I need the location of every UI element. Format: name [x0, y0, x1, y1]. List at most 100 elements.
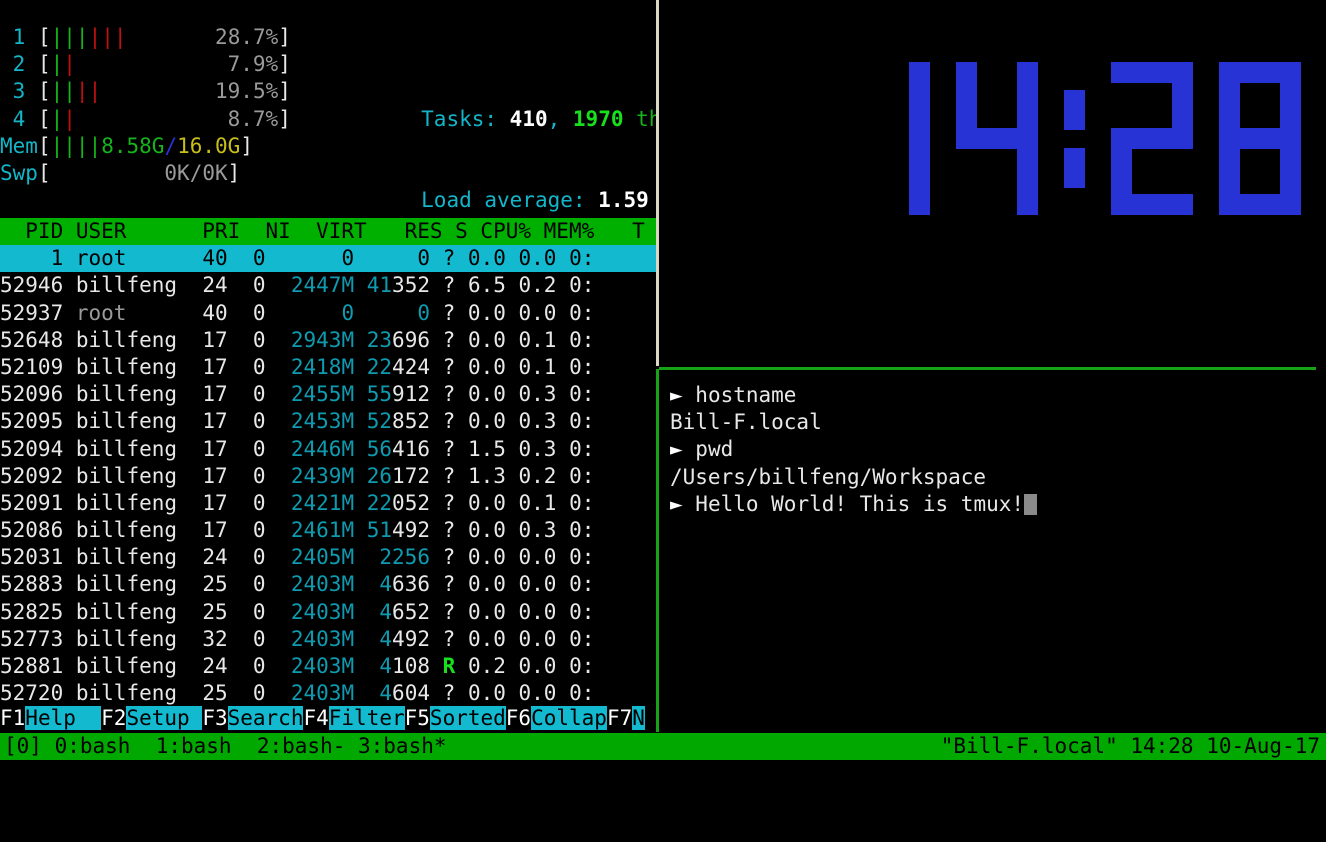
clock-colon-dot [1064, 90, 1085, 130]
clock-digit [848, 62, 930, 215]
table-row[interactable]: 52031 billfeng 24 0 2405M 2256 ? 0.0 0.0… [0, 544, 656, 572]
table-row[interactable]: 52095 billfeng 17 0 2453M 52852 ? 0.0 0.… [0, 408, 656, 436]
cell-res-prefix: 23 [366, 327, 393, 352]
cell-time: 0: [556, 572, 595, 597]
cpu-meter-label: 1 [0, 25, 38, 49]
meter-bar: | [75, 79, 89, 104]
function-key-bar[interactable]: F1Help F2Setup F3SearchF4FilterF5SortedF… [0, 705, 656, 732]
cell-res: 852 [392, 409, 430, 434]
cell-mem: 0.3 [505, 382, 557, 407]
shell-output-line: /Users/billfeng/Workspace [670, 464, 1326, 491]
cell-cpu: 0.0 [455, 300, 506, 325]
tmux-status-bar[interactable]: [0] 0:bash 1:bash 2:bash- 3:bash* "Bill-… [0, 733, 1326, 760]
meter-bar: | [50, 52, 64, 77]
cell-res-prefix: 56 [366, 436, 393, 461]
meter-bar: | [50, 79, 64, 104]
table-row[interactable]: 52720 billfeng 25 0 2403M 4604 ? 0.0 0.0… [0, 680, 656, 708]
table-row[interactable]: 52937 root 40 0 0 0 ? 0.0 0.0 0: [0, 299, 656, 327]
cell-virt: 2446M [278, 436, 355, 461]
cell-mem: 0.2 [505, 463, 557, 488]
cell-time: 0: [556, 354, 595, 379]
cell-ni: 0 [240, 599, 266, 624]
cell-pri: 24 [202, 545, 228, 570]
cpu-meter-label: 2 [0, 52, 38, 77]
prompt-arrow-icon: ► [670, 491, 696, 516]
cell-ni: 0 [240, 490, 266, 515]
cell-state: ? [442, 518, 456, 543]
load-average-line: Load average: 1.59 1.74 1. [320, 160, 656, 212]
fkey-label[interactable]: Search [227, 706, 304, 730]
process-table[interactable]: PID USER PRI NI VIRT RES S CPU% MEM% T 1… [0, 218, 656, 708]
cell-res-prefix: 4 [366, 654, 393, 678]
pane-border-horizontal-active[interactable] [659, 367, 1316, 370]
table-row[interactable]: 52946 billfeng 24 0 2447M 41352 ? 6.5 0.… [0, 272, 656, 300]
cell-virt: 2418M [278, 354, 355, 379]
cell-user: billfeng [75, 409, 178, 434]
cell-user: billfeng [75, 572, 178, 597]
cell-pid: 52031 [0, 545, 64, 570]
cell-time: 0: [556, 545, 595, 570]
meter-bar: | [63, 79, 76, 104]
prompt-arrow-icon: ► [670, 437, 696, 462]
table-row[interactable]: 52883 billfeng 25 0 2403M 4636 ? 0.0 0.0… [0, 571, 656, 599]
cell-cpu: 0.0 [455, 572, 506, 597]
cell-res: 052 [392, 490, 430, 515]
table-row[interactable]: 52092 billfeng 17 0 2439M 26172 ? 1.3 0.… [0, 462, 656, 490]
table-row[interactable]: 52091 billfeng 17 0 2421M 22052 ? 0.0 0.… [0, 489, 656, 518]
shell-command-text: Hello World! This is tmux! [695, 491, 1025, 516]
cell-ni: 0 [240, 545, 266, 570]
cell-state: ? [442, 572, 456, 597]
fkey-label[interactable]: Collap [531, 706, 607, 730]
table-row[interactable]: 52096 billfeng 17 0 2455M 55912 ? 0.0 0.… [0, 381, 656, 409]
process-rows[interactable]: 1 root 40 0 0 0 ? 0.0 0.0 0: 52946 billfe… [0, 245, 656, 708]
pane-border-vertical-active[interactable] [656, 369, 659, 732]
pane-border-vertical-inactive[interactable] [656, 0, 659, 366]
clock-pane[interactable] [662, 0, 1326, 366]
fkey-label[interactable]: N [632, 706, 645, 730]
cell-cpu: 0.0 [455, 626, 506, 651]
cell-res-prefix: 52 [366, 409, 393, 434]
fkey-number: F7 [606, 706, 633, 730]
fkey-label[interactable]: Setup [126, 706, 203, 730]
table-row[interactable]: 52881 billfeng 24 0 2403M 4108 R 0.2 0.0… [0, 653, 656, 681]
table-row[interactable]: 52109 billfeng 17 0 2418M 22424 ? 0.0 0.… [0, 353, 656, 382]
table-row[interactable]: 52086 billfeng 17 0 2461M 51492 ? 0.0 0.… [0, 517, 656, 545]
cell-pri: 17 [202, 327, 228, 352]
cell-mem: 0.0 [505, 626, 557, 651]
table-row[interactable]: 52094 billfeng 17 0 2446M 56416 ? 1.5 0.… [0, 435, 656, 463]
meter-bar: | [75, 25, 89, 49]
cell-pri: 17 [202, 518, 228, 543]
cell-res: 652 [392, 599, 430, 624]
meter-pad [101, 79, 215, 103]
table-row[interactable]: 52825 billfeng 25 0 2403M 4652 ? 0.0 0.0… [0, 598, 656, 626]
table-row[interactable]: 52773 billfeng 32 0 2403M 4492 ? 0.0 0.0… [0, 625, 656, 653]
htop-pane[interactable]: 1 [|||||| 28.7%] 2 [|| 7.9%] 3 [|||| 19.… [0, 0, 656, 732]
cell-time: 0: [556, 246, 595, 271]
cell-pri: 32 [202, 626, 228, 651]
cell-pri: 17 [202, 463, 228, 488]
table-row[interactable]: 1 root 40 0 0 0 ? 0.0 0.0 0: [0, 245, 656, 273]
cpu-meter-label: 4 [0, 106, 38, 131]
fkey-number: F5 [404, 706, 430, 730]
cell-user: billfeng [75, 599, 178, 624]
cpu-meter-value: 7.9% [227, 52, 279, 77]
meter-pad [76, 107, 228, 131]
fkey-number: F1 [0, 706, 26, 730]
fkey-label[interactable]: Filter [328, 706, 405, 730]
shell-output-text: Bill-F.local [670, 410, 822, 435]
clock-segment [1172, 62, 1193, 149]
cell-pri: 17 [202, 409, 228, 434]
shell-pane[interactable]: ► hostname Bill-F.local ► pwd/Users/billfe… [662, 372, 1326, 732]
memory-used-value: 8.58G [101, 133, 165, 158]
status-bar-left[interactable]: [0] 0:bash 1:bash 2:bash- 3:bash* [4, 734, 447, 758]
fkey-label[interactable]: Sorted [429, 706, 506, 730]
table-row[interactable]: 52648 billfeng 17 0 2943M 23696 ? 0.0 0.… [0, 326, 656, 354]
cell-state: ? [442, 327, 456, 352]
cell-state: ? [442, 409, 456, 434]
cpu-meter-value: 19.5% [215, 79, 279, 104]
clock-segment [1111, 128, 1132, 215]
cell-user: billfeng [75, 327, 178, 352]
tasks-thr-label: thr; [636, 106, 656, 131]
meter-bar: | [75, 133, 89, 158]
fkey-label[interactable]: Help [25, 706, 102, 730]
